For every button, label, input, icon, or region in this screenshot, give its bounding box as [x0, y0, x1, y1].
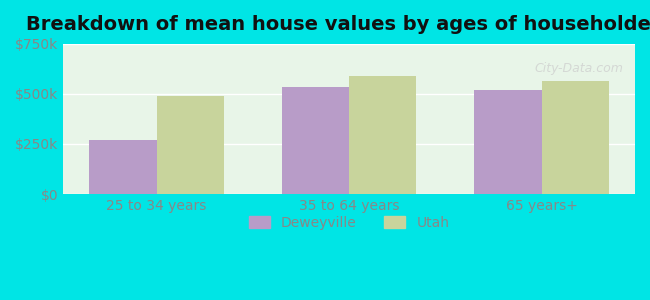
Text: City-Data.com: City-Data.com: [535, 62, 623, 75]
Legend: Deweyville, Utah: Deweyville, Utah: [243, 210, 455, 235]
Bar: [157, 96, 224, 194]
Bar: [541, 81, 609, 194]
Bar: [349, 76, 417, 194]
Bar: [89, 140, 157, 194]
Title: Breakdown of mean house values by ages of householders: Breakdown of mean house values by ages o…: [26, 15, 650, 34]
Bar: [281, 87, 349, 194]
Bar: [474, 90, 541, 194]
